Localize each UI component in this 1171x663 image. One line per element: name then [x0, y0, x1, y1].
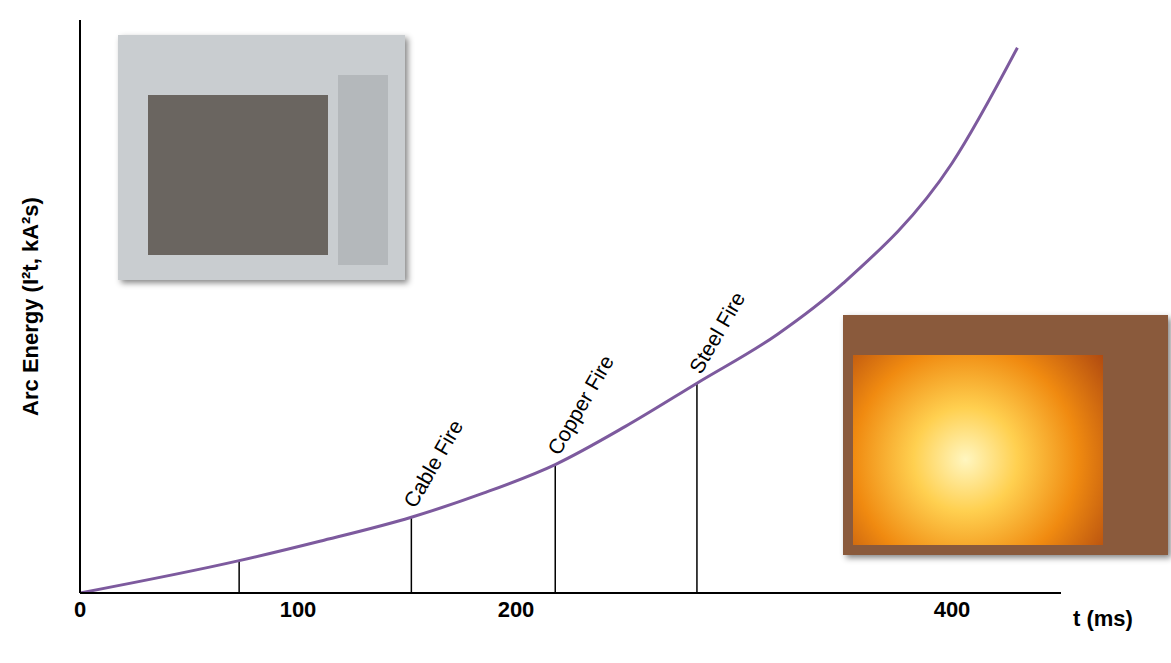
svg-text:Steel Fire: Steel Fire — [684, 288, 749, 377]
svg-text:Copper Fire: Copper Fire — [543, 351, 618, 459]
svg-text:Cable Fire: Cable Fire — [399, 416, 467, 511]
svg-text:t (ms): t (ms) — [1073, 606, 1133, 631]
svg-text:0: 0 — [74, 597, 86, 622]
svg-text:100: 100 — [280, 597, 317, 622]
svg-text:Arc Energy (I²t, kA²s): Arc Energy (I²t, kA²s) — [18, 197, 43, 416]
svg-text:400: 400 — [934, 597, 971, 622]
svg-text:200: 200 — [498, 597, 535, 622]
